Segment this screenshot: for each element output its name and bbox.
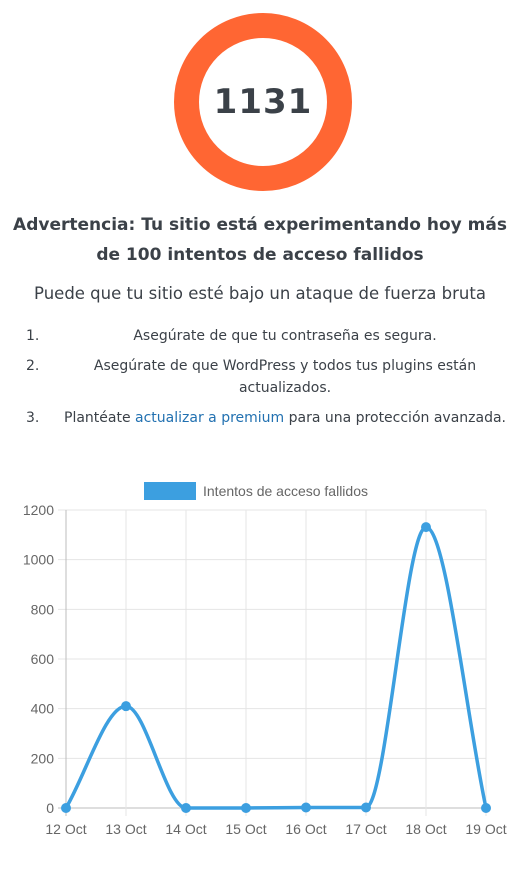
x-tick-label: 12 Oct	[45, 821, 86, 837]
data-point	[181, 803, 191, 813]
counter-ring: 1131	[174, 13, 352, 191]
y-tick-label: 1200	[23, 502, 54, 518]
x-tick-label: 19 Oct	[465, 821, 506, 837]
data-point	[121, 701, 131, 712]
x-tick-label: 17 Oct	[345, 821, 386, 837]
y-tick-label: 400	[31, 701, 55, 717]
tip-item: 1. Asegúrate de que tu contraseña es seg…	[22, 325, 508, 347]
tip-item: 2. Asegúrate de que WordPress y todos tu…	[22, 355, 508, 399]
data-point	[481, 803, 491, 813]
y-tick-label: 600	[31, 651, 55, 667]
tip-number: 3.	[26, 410, 40, 426]
tip-text: Asegúrate de que tu contraseña es segura…	[133, 328, 437, 344]
failed-attempts-counter: 1131	[174, 13, 352, 191]
data-point	[61, 803, 71, 813]
x-tick-label: 16 Oct	[285, 821, 326, 837]
upgrade-premium-link[interactable]: actualizar a premium	[135, 410, 285, 426]
x-tick-label: 13 Oct	[105, 821, 146, 837]
x-tick-label: 14 Oct	[165, 821, 206, 837]
warning-subtitle: Puede que tu sitio esté bajo un ataque d…	[34, 284, 486, 303]
tip-number: 2.	[26, 358, 40, 374]
tips-list: 1. Asegúrate de que tu contraseña es seg…	[22, 325, 508, 437]
data-point	[241, 803, 251, 813]
y-tick-label: 0	[46, 800, 54, 816]
y-tick-label: 800	[31, 601, 55, 617]
x-tick-label: 18 Oct	[405, 821, 446, 837]
tip-text-before: Plantéate	[64, 410, 136, 426]
legend-swatch	[144, 482, 196, 500]
y-tick-label: 200	[31, 750, 55, 766]
x-tick-label: 15 Oct	[225, 821, 266, 837]
data-point	[301, 802, 311, 813]
data-point	[361, 802, 371, 813]
series-line	[64, 525, 488, 810]
counter-value: 1131	[213, 82, 313, 122]
y-tick-label: 1000	[23, 552, 54, 568]
warning-title: Advertencia: Tu sitio está experimentand…	[13, 215, 507, 265]
tip-item: 3. Plantéate actualizar a premium para u…	[22, 407, 508, 429]
tip-number: 1.	[26, 328, 40, 344]
data-point	[421, 522, 431, 533]
failed-attempts-chart: 0 200 400 600 800 1000 1200 12 Oct 13 Oct 14 Oct 1…	[23, 482, 507, 837]
legend-label: Intentos de acceso fallidos	[203, 483, 368, 499]
tip-text: Asegúrate de que WordPress y todos tus p…	[93, 358, 477, 396]
tip-text-after: para una protección avanzada.	[284, 410, 506, 426]
